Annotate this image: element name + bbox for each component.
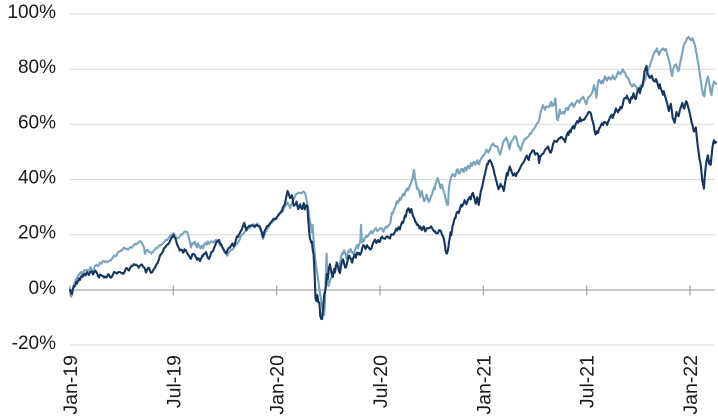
svg-text:Jan-22: Jan-22 — [680, 355, 702, 415]
svg-text:Jul-21: Jul-21 — [577, 355, 599, 408]
svg-text:80%: 80% — [18, 57, 56, 78]
svg-text:100%: 100% — [7, 2, 56, 23]
svg-text:Jan-19: Jan-19 — [60, 355, 82, 415]
svg-text:0%: 0% — [29, 278, 57, 299]
svg-text:Jan-20: Jan-20 — [267, 355, 289, 415]
svg-text:Jul-19: Jul-19 — [163, 355, 185, 408]
svg-text:20%: 20% — [18, 223, 56, 244]
svg-text:Jan-21: Jan-21 — [473, 355, 495, 415]
svg-text:-20%: -20% — [12, 333, 56, 354]
svg-text:60%: 60% — [18, 112, 56, 133]
svg-text:40%: 40% — [18, 168, 56, 189]
svg-text:Jul-20: Jul-20 — [370, 355, 392, 408]
